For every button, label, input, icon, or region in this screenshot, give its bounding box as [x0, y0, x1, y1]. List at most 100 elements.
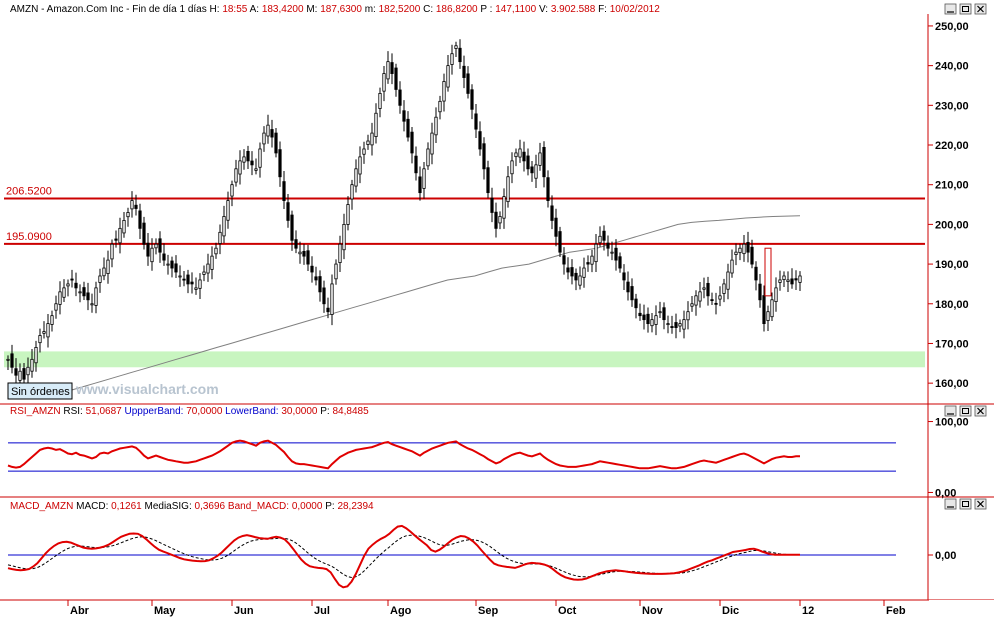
candle[interactable]: [630, 278, 634, 307]
candle[interactable]: [358, 146, 362, 184]
candle[interactable]: [34, 340, 38, 372]
candle[interactable]: [758, 274, 762, 308]
candle[interactable]: [414, 146, 418, 181]
candle[interactable]: [458, 39, 462, 69]
candle[interactable]: [754, 261, 758, 291]
candle[interactable]: [354, 159, 358, 193]
candle[interactable]: [538, 142, 542, 171]
candle[interactable]: [502, 188, 506, 229]
candle[interactable]: [166, 254, 170, 275]
candle[interactable]: [670, 315, 674, 334]
candle[interactable]: [118, 217, 122, 254]
candle[interactable]: [270, 119, 274, 148]
candle[interactable]: [234, 159, 238, 187]
candle[interactable]: [570, 259, 574, 285]
candle[interactable]: [374, 103, 378, 144]
close-icon[interactable]: [974, 405, 987, 417]
candle[interactable]: [634, 293, 638, 319]
candle[interactable]: [666, 315, 670, 334]
candle[interactable]: [226, 191, 230, 229]
candle[interactable]: [286, 193, 290, 228]
candle[interactable]: [734, 243, 738, 266]
candle[interactable]: [450, 44, 454, 75]
candle[interactable]: [202, 265, 206, 282]
candle[interactable]: [774, 277, 778, 312]
candle[interactable]: [710, 292, 714, 305]
restore-icon[interactable]: [959, 405, 972, 417]
candle[interactable]: [14, 358, 18, 385]
candle[interactable]: [46, 313, 50, 348]
candle[interactable]: [150, 238, 154, 271]
candle[interactable]: [514, 148, 518, 167]
candle[interactable]: [154, 238, 158, 255]
candle[interactable]: [638, 303, 642, 321]
candle[interactable]: [714, 292, 718, 315]
candle[interactable]: [750, 239, 754, 269]
candle[interactable]: [142, 216, 146, 250]
candle[interactable]: [542, 141, 546, 188]
candle[interactable]: [386, 51, 390, 84]
candle[interactable]: [794, 270, 798, 290]
candle[interactable]: [130, 191, 134, 218]
candle[interactable]: [730, 249, 734, 278]
candle[interactable]: [422, 161, 426, 199]
candle[interactable]: [82, 281, 86, 301]
restore-icon[interactable]: [959, 498, 972, 510]
candle[interactable]: [770, 292, 774, 322]
candle[interactable]: [30, 349, 34, 378]
close-icon[interactable]: [974, 3, 987, 15]
candle[interactable]: [78, 284, 82, 303]
candle[interactable]: [6, 355, 10, 371]
candle[interactable]: [290, 210, 294, 251]
candle[interactable]: [310, 256, 314, 283]
candle[interactable]: [206, 253, 210, 282]
candle[interactable]: [110, 239, 114, 268]
candle[interactable]: [650, 313, 654, 333]
candle[interactable]: [294, 230, 298, 254]
candle[interactable]: [746, 231, 750, 263]
candle[interactable]: [426, 142, 430, 170]
candle[interactable]: [330, 274, 334, 326]
candle[interactable]: [610, 241, 614, 261]
candle[interactable]: [790, 268, 794, 289]
candle[interactable]: [494, 202, 498, 238]
candle[interactable]: [146, 233, 150, 266]
candle[interactable]: [578, 266, 582, 290]
candle[interactable]: [786, 271, 790, 293]
candle[interactable]: [778, 270, 782, 291]
candle[interactable]: [598, 226, 602, 247]
candle[interactable]: [646, 307, 650, 333]
candle[interactable]: [378, 87, 382, 118]
candle[interactable]: [658, 301, 662, 319]
candle[interactable]: [54, 295, 58, 319]
candle[interactable]: [98, 268, 102, 293]
candle[interactable]: [678, 319, 682, 333]
candle[interactable]: [182, 270, 186, 287]
candle[interactable]: [798, 271, 802, 292]
candle[interactable]: [430, 122, 434, 165]
candle[interactable]: [194, 277, 198, 295]
candle[interactable]: [122, 211, 126, 238]
candle[interactable]: [602, 225, 606, 251]
candle[interactable]: [58, 281, 62, 315]
candle[interactable]: [686, 301, 690, 330]
candle[interactable]: [42, 321, 46, 339]
candle[interactable]: [90, 293, 94, 313]
candle[interactable]: [158, 231, 162, 263]
candle[interactable]: [466, 66, 470, 99]
candle[interactable]: [38, 328, 42, 353]
candle[interactable]: [594, 234, 598, 273]
candle[interactable]: [566, 257, 570, 280]
candle[interactable]: [190, 272, 194, 294]
candle[interactable]: [418, 166, 422, 201]
candle[interactable]: [674, 313, 678, 339]
candle[interactable]: [302, 243, 306, 265]
candle[interactable]: [346, 196, 350, 231]
candle[interactable]: [398, 81, 402, 114]
candle[interactable]: [506, 166, 510, 208]
candle[interactable]: [306, 244, 310, 271]
candle[interactable]: [442, 73, 446, 112]
candle[interactable]: [366, 134, 370, 150]
minimize-icon[interactable]: [944, 3, 957, 15]
candle[interactable]: [70, 269, 74, 288]
